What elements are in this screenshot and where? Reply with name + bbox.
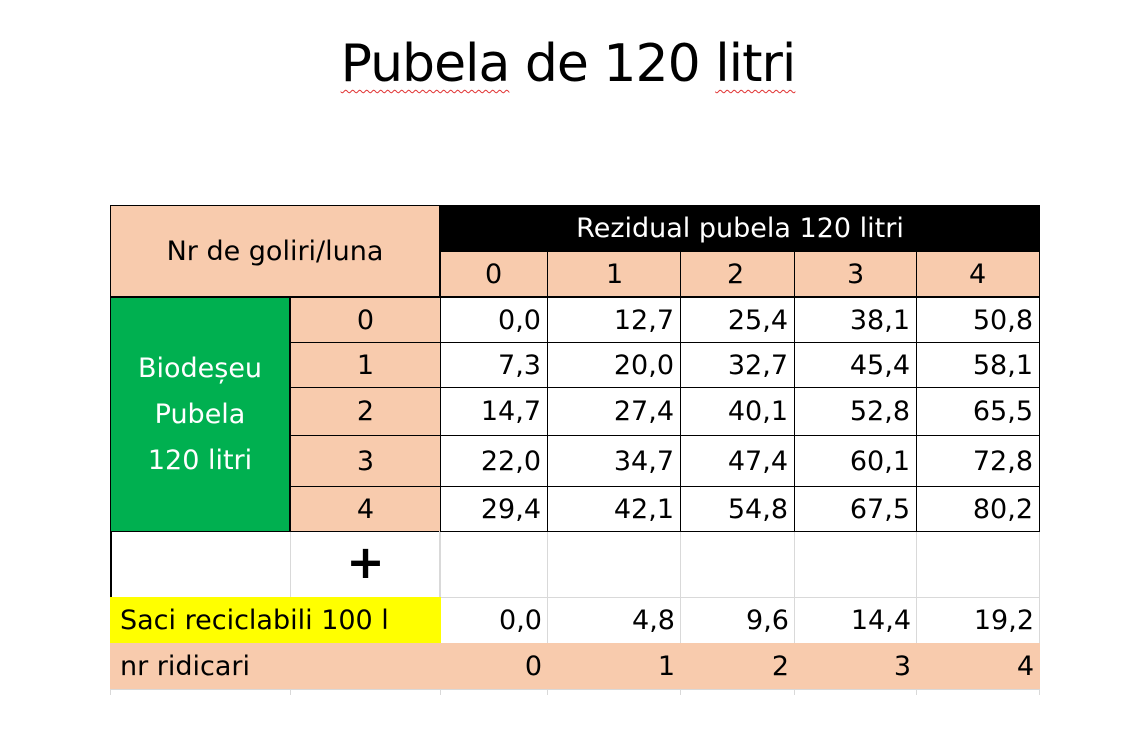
table-cell: 80,2 — [916, 486, 1040, 532]
recycle-value: 9,6 — [746, 604, 789, 636]
row-group-label-line: Pubela — [154, 398, 246, 430]
table-cell: 72,8 — [916, 435, 1040, 487]
title-word-litri: litri — [715, 34, 796, 94]
table-cell: 22,0 — [440, 435, 548, 487]
recycle-value: 19,2 — [973, 604, 1034, 636]
pickups-row-background — [110, 643, 1040, 689]
row-group-label-line: Biodeșeu — [137, 352, 263, 384]
column-group-header: Rezidual pubela 120 litri — [440, 205, 1040, 251]
row-header: 4 — [290, 486, 441, 532]
column-header: 2 — [680, 251, 795, 297]
pickups-value: 3 — [893, 650, 911, 682]
recycle-value: 14,4 — [850, 604, 911, 636]
border-line — [439, 531, 440, 597]
pickups-label: nr ridicari — [120, 650, 251, 682]
recycle-value: 4,8 — [632, 604, 675, 636]
table-cell: 67,5 — [794, 486, 917, 532]
pickups-value: 4 — [1016, 650, 1034, 682]
page-title: Pubela de 120 litri — [0, 28, 1136, 100]
table-cell: 34,7 — [547, 435, 681, 487]
table-cell: 40,1 — [680, 387, 795, 436]
row-group-label: Biodeșeu Pubela 120 litri — [110, 297, 290, 532]
table-cell: 32,7 — [680, 342, 795, 388]
table-cell: 42,1 — [547, 486, 681, 532]
row-group-label-line: 120 litri — [147, 444, 253, 476]
gridline — [916, 530, 917, 695]
title-word-pubela: Pubela — [340, 34, 511, 94]
pickups-value: 0 — [524, 650, 542, 682]
row-header: 3 — [290, 435, 441, 487]
table-cell: 7,3 — [440, 342, 548, 388]
gridline — [1039, 530, 1040, 695]
corner-header: Nr de goliri/luna — [110, 205, 440, 297]
table-cell: 27,4 — [547, 387, 681, 436]
recycle-value: 0,0 — [499, 604, 542, 636]
column-header: 1 — [547, 251, 681, 297]
gridline — [794, 530, 795, 695]
table-cell: 58,1 — [916, 342, 1040, 388]
recycle-label: Saci reciclabili 100 l — [110, 597, 441, 643]
plus-icon: + — [346, 535, 385, 589]
table-cell: 29,4 — [440, 486, 548, 532]
table-cell: 52,8 — [794, 387, 917, 436]
border-line — [110, 531, 112, 597]
table-cell: 54,8 — [680, 486, 795, 532]
column-header: 4 — [916, 251, 1040, 297]
gridline — [680, 530, 681, 695]
table-cell: 38,1 — [794, 297, 917, 343]
row-header: 1 — [290, 342, 441, 388]
table-cell: 45,4 — [794, 342, 917, 388]
gridline — [110, 597, 1040, 598]
table-cell: 65,5 — [916, 387, 1040, 436]
table-cell: 12,7 — [547, 297, 681, 343]
table-cell: 20,0 — [547, 342, 681, 388]
gridline — [110, 689, 1040, 690]
table-cell: 25,4 — [680, 297, 795, 343]
row-header: 2 — [290, 387, 441, 436]
table-cell: 47,4 — [680, 435, 795, 487]
row-header: 0 — [290, 297, 441, 343]
table-cell: 50,8 — [916, 297, 1040, 343]
gridline — [547, 530, 548, 695]
pickups-value: 1 — [657, 650, 675, 682]
spreadsheet-table: Nr de goliri/luna Rezidual pubela 120 li… — [110, 205, 1040, 695]
column-header: 3 — [794, 251, 917, 297]
title-word-middle: de 120 — [509, 34, 716, 94]
column-header: 0 — [440, 251, 548, 297]
table-cell: 0,0 — [440, 297, 548, 343]
pickups-value: 2 — [771, 650, 789, 682]
table-cell: 60,1 — [794, 435, 917, 487]
table-cell: 14,7 — [440, 387, 548, 436]
